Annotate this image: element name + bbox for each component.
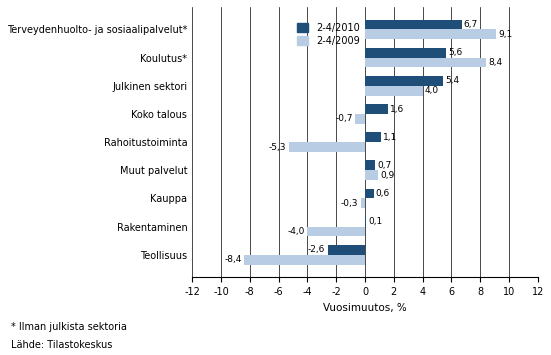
Text: -5,3: -5,3: [269, 143, 287, 152]
Bar: [365, 20, 462, 29]
Text: -2,6: -2,6: [308, 245, 326, 254]
Bar: [365, 189, 374, 198]
Text: 0,9: 0,9: [380, 171, 395, 180]
Bar: [365, 170, 378, 180]
Text: -8,4: -8,4: [224, 255, 242, 264]
Text: 1,6: 1,6: [390, 104, 404, 114]
Text: Lähde: Tilastokeskus: Lähde: Tilastokeskus: [11, 340, 112, 350]
Bar: [365, 160, 375, 170]
Text: 6,7: 6,7: [464, 20, 478, 29]
Bar: [365, 29, 496, 39]
Bar: [365, 104, 388, 114]
Bar: [244, 255, 365, 264]
Text: 5,6: 5,6: [448, 48, 462, 57]
Bar: [328, 245, 365, 255]
Bar: [361, 198, 365, 208]
Text: 0,7: 0,7: [377, 161, 392, 170]
Bar: [289, 142, 365, 152]
Text: -0,7: -0,7: [335, 114, 353, 124]
Bar: [365, 48, 446, 58]
Bar: [355, 114, 365, 124]
Text: 4,0: 4,0: [425, 86, 439, 95]
Text: 0,6: 0,6: [376, 189, 390, 198]
Text: 5,4: 5,4: [445, 76, 459, 85]
Bar: [307, 226, 365, 236]
Text: 9,1: 9,1: [498, 30, 512, 39]
Text: 8,4: 8,4: [488, 58, 503, 67]
Text: -0,3: -0,3: [341, 199, 359, 208]
X-axis label: Vuosimuutos, %: Vuosimuutos, %: [323, 302, 407, 312]
Text: 1,1: 1,1: [383, 133, 397, 142]
Bar: [365, 132, 381, 142]
Legend: 2-4/2010, 2-4/2009: 2-4/2010, 2-4/2009: [294, 20, 363, 49]
Text: -4,0: -4,0: [288, 227, 305, 236]
Bar: [365, 76, 443, 86]
Bar: [365, 217, 366, 226]
Text: 0,1: 0,1: [369, 217, 383, 226]
Bar: [365, 58, 486, 67]
Text: * Ilman julkista sektoria: * Ilman julkista sektoria: [11, 322, 127, 332]
Bar: [365, 86, 423, 95]
